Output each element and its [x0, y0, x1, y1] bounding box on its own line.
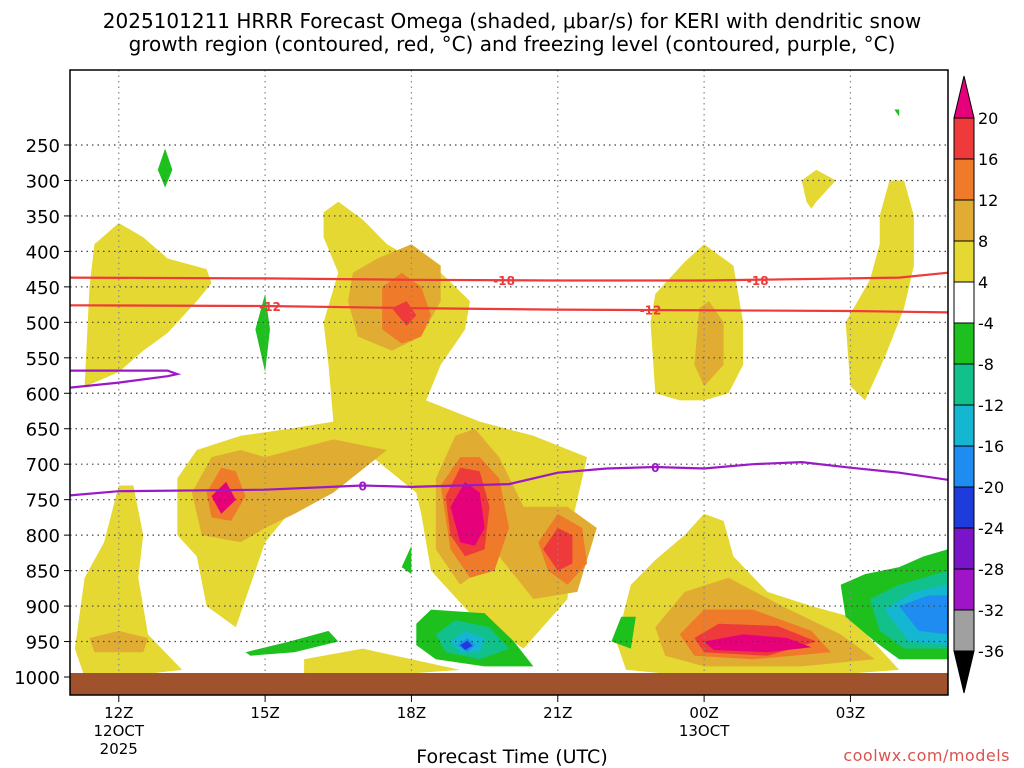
colorbar-label-10: -24 — [978, 519, 1004, 538]
colorbar-bottom-arrow — [953, 650, 975, 694]
colorbar-label-4: 4 — [978, 273, 988, 292]
colorbar-box-9 — [953, 486, 975, 529]
omega-4-8-03z-small — [801, 169, 836, 209]
omega-neg4-green-13z — [157, 148, 173, 188]
y-tick-label-900: 900 — [26, 597, 60, 618]
omega-neg20-navy-19z — [460, 640, 473, 650]
omega-neg16-blue-03z — [899, 595, 948, 635]
colorbar-label-8: -16 — [978, 437, 1004, 456]
omega-8-12-left — [89, 630, 148, 653]
x-tick-date-12Z: 12OCT — [94, 722, 145, 740]
x-tick-label-12Z: 12Z — [104, 704, 133, 722]
colorbar-label-5: -4 — [978, 314, 994, 333]
y-tick-label-500: 500 — [26, 313, 60, 334]
y-tick-label-400: 400 — [26, 242, 60, 263]
colorbar-box-12 — [953, 609, 975, 652]
colorbar-label-0: 20 — [978, 109, 998, 128]
colorbar-box-6 — [953, 363, 975, 406]
x-tick-date-00Z: 13OCT — [679, 722, 730, 740]
x-tick-label-00Z: 00Z — [689, 704, 718, 722]
omega-8-12-00z-upper — [694, 301, 724, 387]
colorbar-box-7 — [953, 404, 975, 447]
colorbar-box-2 — [953, 199, 975, 242]
y-tick-label-650: 650 — [26, 420, 60, 441]
chart-title-line-2: growth region (contoured, red, °C) and f… — [128, 32, 896, 56]
colorbar-box-10 — [953, 527, 975, 570]
y-tick-label-250: 250 — [26, 136, 60, 157]
x-tick-label-18Z: 18Z — [397, 704, 426, 722]
y-tick-label-950: 950 — [26, 633, 60, 654]
colorbar-box-3 — [953, 240, 975, 283]
colorbar-label-12: -32 — [978, 601, 1004, 620]
x-tick-label-03Z: 03Z — [836, 704, 865, 722]
y-tick-label-700: 700 — [26, 455, 60, 476]
colorbar-box-8 — [953, 445, 975, 488]
omega-neg4-green-18z-small — [401, 545, 412, 575]
y-tick-label-850: 850 — [26, 562, 60, 583]
x-tick-label-15Z: 15Z — [250, 704, 279, 722]
colorbar-box-4 — [953, 281, 975, 324]
colorbar-label-7: -12 — [978, 396, 1004, 415]
omega-neg4-green-17z-low — [245, 630, 339, 656]
y-tick-label-750: 750 — [26, 491, 60, 512]
x-tick-year-12Z: 2025 — [100, 740, 138, 758]
omega-20-plus-19z — [450, 481, 485, 546]
colorbar-box-11 — [953, 568, 975, 611]
y-tick-label-600: 600 — [26, 384, 60, 405]
x-axis-label: Forecast Time (UTC) — [416, 746, 608, 768]
omega-4-8-03z-right — [845, 180, 914, 401]
y-tick-label-450: 450 — [26, 278, 60, 299]
contour-line-3 — [70, 369, 182, 389]
y-tick-label-350: 350 — [26, 207, 60, 228]
contour-label-0: -18 — [493, 274, 515, 288]
colorbar-label-13: -36 — [978, 642, 1004, 661]
contour-label-2: -12 — [259, 300, 281, 314]
colorbar-top-arrow — [953, 75, 975, 119]
colorbar-label-6: -8 — [978, 355, 994, 374]
omega-4-8-left-low — [74, 485, 183, 677]
contour-label-5: 0 — [651, 461, 659, 475]
omega-20-plus-00z — [704, 634, 812, 653]
omega-neg4-green-top-right — [894, 109, 900, 117]
contour-label-1: -18 — [747, 274, 769, 288]
contour-line-0 — [70, 271, 948, 282]
contour-label-4: 0 — [358, 479, 366, 493]
colorbar-label-1: 16 — [978, 150, 998, 169]
y-tick-label-300: 300 — [26, 171, 60, 192]
y-tick-label-1000: 1000 — [14, 668, 60, 689]
colorbar-label-2: 12 — [978, 191, 998, 210]
contour-line-1 — [70, 304, 948, 314]
omega-4-8-1000-strip — [304, 648, 461, 677]
colorbar-box-1 — [953, 158, 975, 201]
omega-neg4-green-22z — [611, 616, 636, 649]
contour-label-3: -12 — [640, 304, 662, 318]
colorbar-label-9: -20 — [978, 478, 1004, 497]
colorbar-box-5 — [953, 322, 975, 365]
contour-line-2 — [70, 460, 948, 497]
colorbar-label-11: -28 — [978, 560, 1004, 579]
credit-link[interactable]: coolwx.com/models — [843, 746, 1010, 765]
y-tick-label-800: 800 — [26, 526, 60, 547]
chart-title-line-1: 2025101211 HRRR Forecast Omega (shaded, … — [102, 9, 922, 33]
omega-neg4-green-15z — [255, 294, 270, 372]
x-tick-label-21Z: 21Z — [543, 704, 572, 722]
colorbar-box-0 — [953, 117, 975, 160]
plot-frame — [69, 69, 949, 696]
ground-surface — [70, 673, 948, 695]
omega-8-12-15z — [191, 439, 388, 543]
colorbar-label-3: 8 — [978, 232, 988, 251]
y-tick-label-550: 550 — [26, 349, 60, 370]
